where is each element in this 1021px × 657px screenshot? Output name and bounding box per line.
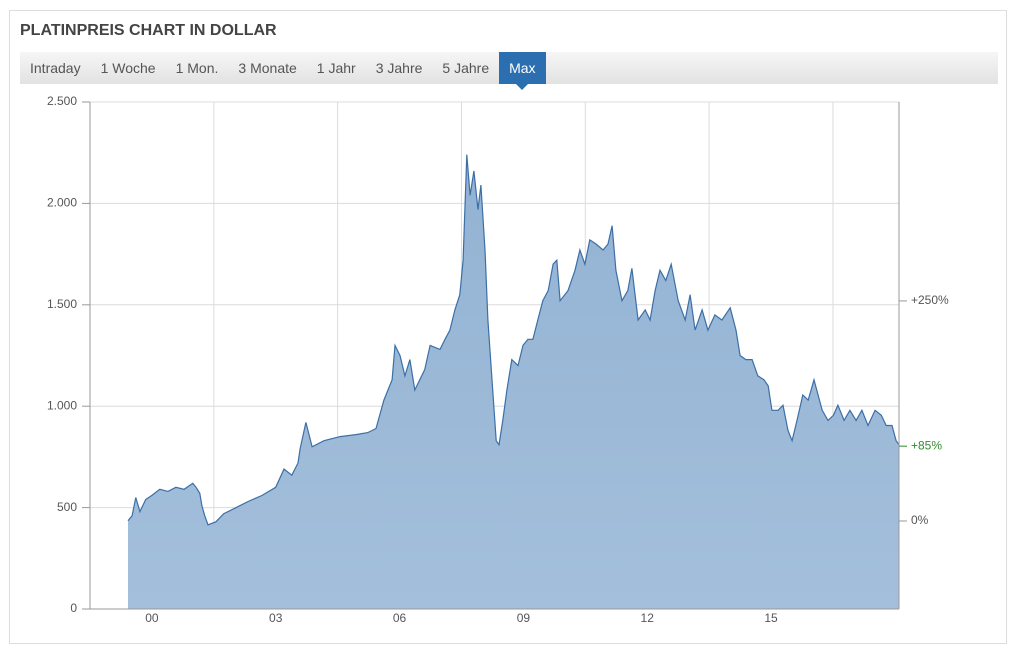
chart-title: PLATINPREIS CHART IN DOLLAR	[20, 22, 277, 39]
price-area	[128, 154, 899, 609]
range-tab[interactable]: Intraday	[30, 60, 81, 76]
x-tick-label: 06	[393, 611, 407, 625]
range-tab[interactable]: Max	[499, 52, 546, 90]
x-tick-label: 03	[269, 611, 283, 625]
x-tick-label: 09	[517, 611, 531, 625]
range-tab[interactable]: 5 Jahre	[442, 60, 490, 76]
range-tab[interactable]: 3 Monate	[238, 60, 297, 76]
range-tab[interactable]: 1 Jahr	[316, 60, 356, 76]
x-tick-label: 00	[145, 611, 159, 625]
x-tick-label: 12	[641, 611, 655, 625]
price-line	[127, 154, 900, 526]
range-tab[interactable]: 1 Mon.	[175, 60, 219, 76]
y-tick-label: 1.500	[47, 297, 77, 311]
y2-tick-label: +250%	[911, 293, 949, 307]
y-tick-label: 1.000	[47, 398, 77, 412]
range-tab[interactable]: 3 Jahre	[375, 60, 423, 76]
x-tick-label: 15	[764, 611, 778, 625]
y2-tick-label: 0%	[911, 513, 929, 527]
range-tab[interactable]: 1 Woche	[100, 60, 156, 76]
y-tick-label: 2.500	[47, 94, 77, 108]
y-tick-label: 2.000	[47, 196, 77, 210]
tab-bar: Intraday 1 Woche 1 Mon. 3 Monate 1 Jahr 3 Jah…	[20, 52, 998, 90]
current-change-label: +85%	[911, 438, 942, 452]
y-tick-label: 0	[70, 601, 77, 615]
y-tick-label: 500	[57, 500, 77, 514]
